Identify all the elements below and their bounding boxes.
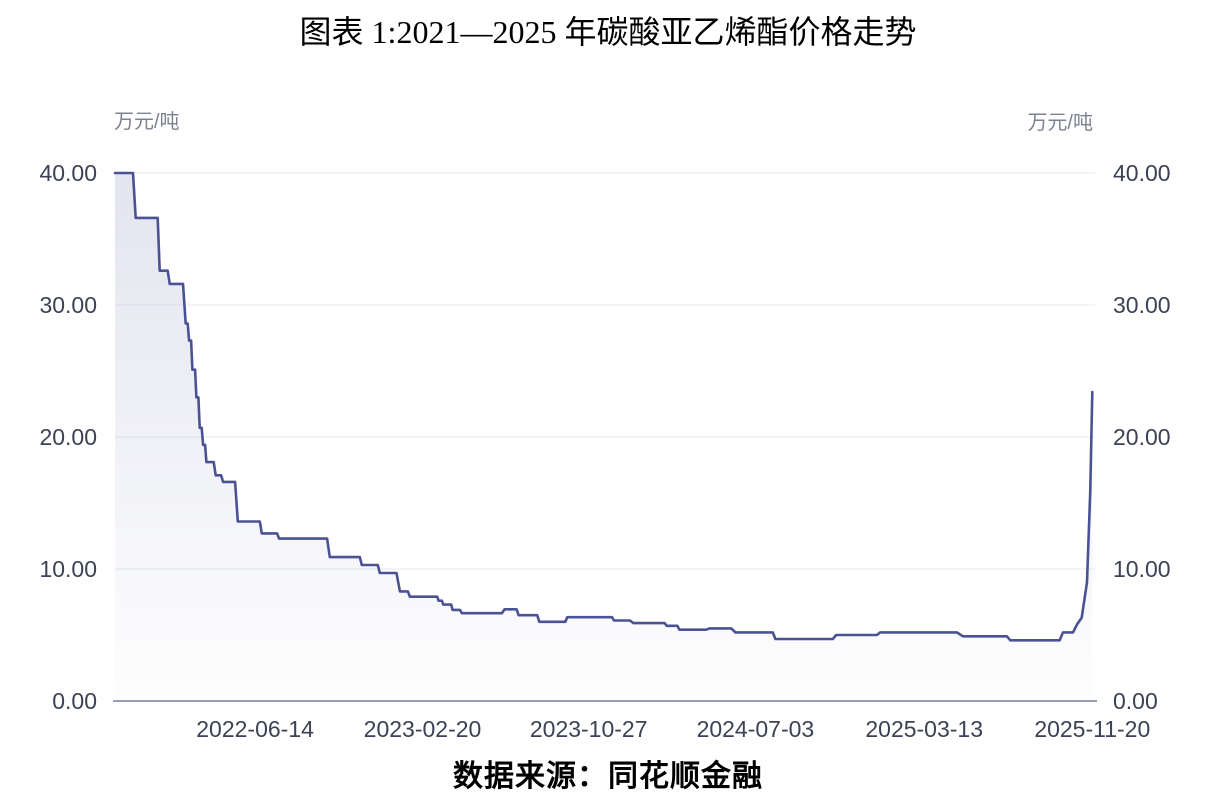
- price-area: [115, 173, 1093, 701]
- y-tick-label-left: 40.00: [39, 160, 97, 186]
- y-tick-label-right: 40.00: [1113, 160, 1171, 186]
- y-tick-label-left: 10.00: [39, 556, 97, 582]
- price-line: [113, 171, 1094, 642]
- price-trend-chart: 0.00 0.00 10.00 10.00 20.00 20.00 30.00 30.00 40…: [39, 160, 1171, 742]
- y-tick-label-right: 10.00: [1113, 556, 1171, 582]
- y-tick-label-left: 20.00: [39, 424, 97, 450]
- y-tick-label-right: 30.00: [1113, 292, 1171, 318]
- figure-title: 图表 1:2021—2025 年碳酸亚乙烯酯价格走势: [299, 14, 917, 50]
- x-tick-label: 2025-11-20: [1034, 716, 1150, 742]
- x-tick-label: 2023-02-20: [364, 716, 482, 742]
- x-tick-label: 2024-07-03: [697, 716, 815, 742]
- x-tick-label: 2025-03-13: [865, 716, 983, 742]
- y-axis-unit-right: 万元/吨: [1027, 112, 1093, 134]
- y-tick-label-left: 0.00: [52, 688, 97, 714]
- source-caption: 数据来源：同花顺金融: [453, 760, 763, 793]
- y-axis-unit-left: 万元/吨: [114, 111, 180, 133]
- y-tick-label-left: 30.00: [39, 292, 97, 318]
- y-tick-label-right: 20.00: [1113, 424, 1171, 450]
- x-tick-label: 2023-10-27: [530, 716, 648, 742]
- y-tick-label-right: 0.00: [1113, 688, 1158, 714]
- x-tick-label: 2022-06-14: [196, 716, 314, 742]
